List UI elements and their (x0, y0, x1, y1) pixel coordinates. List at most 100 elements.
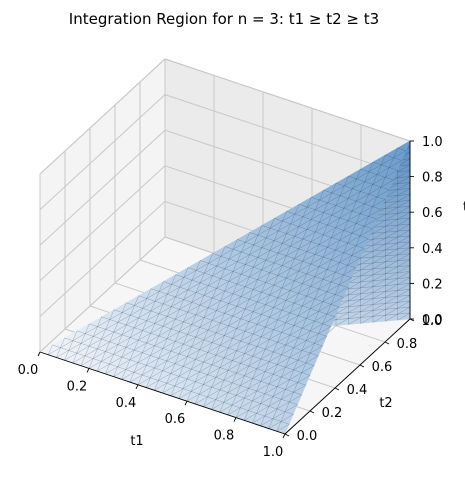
mesh-line (274, 218, 365, 249)
x-tick-label: 0.4 (116, 396, 137, 411)
mesh-line (276, 424, 290, 432)
mesh-line (276, 147, 398, 432)
mesh-line (260, 162, 374, 426)
z-axis-label: t3 (463, 200, 465, 215)
mesh-line (203, 211, 287, 407)
mesh-line (121, 281, 164, 380)
mesh-line (397, 147, 406, 151)
mesh-line (97, 209, 381, 372)
y-tick-label: 0.8 (397, 337, 418, 352)
axes-lines (39, 141, 411, 435)
mesh-line (150, 288, 323, 347)
mesh-line (227, 365, 315, 416)
mesh-line (224, 246, 348, 288)
x-tick-label: 0.8 (214, 429, 235, 444)
y-tick-mark (359, 364, 365, 368)
mesh-line (244, 385, 306, 421)
mesh-line (162, 246, 226, 394)
mesh-line (235, 183, 337, 418)
mesh-line (252, 169, 361, 424)
mesh-line (80, 316, 102, 366)
y-axis-label: t2 (379, 396, 392, 411)
x-axis-line (39, 351, 286, 435)
mesh-line (211, 204, 300, 410)
mesh-line (146, 260, 201, 388)
z-tick-label: 0.4 (422, 242, 443, 257)
mesh-line (129, 248, 365, 383)
x-tick-label: 1.0 (263, 445, 284, 460)
mesh-line (52, 344, 290, 425)
mesh-line (249, 232, 356, 269)
y-tick-label: 1.0 (422, 314, 443, 329)
x-tick-label: 0.6 (165, 412, 186, 427)
mesh-line (178, 232, 250, 399)
surface-2 (39, 140, 411, 435)
mesh-line (211, 345, 323, 410)
mesh-line (113, 228, 373, 377)
axis-titles: t1 t2 t3 (130, 200, 465, 449)
mesh-line (186, 225, 263, 402)
chart-title: Integration Region for n = 3: t1 ≥ t2 ≥ … (69, 10, 379, 28)
x-tick-mark (135, 384, 139, 390)
mesh-line (195, 218, 275, 405)
z-tick-label: 0.2 (422, 277, 443, 292)
x-tick-label: 0.0 (18, 363, 39, 378)
x-tick-label: 0.2 (67, 379, 88, 394)
tick-labels: 0.00.20.40.60.81.00.00.20.40.60.81.00.00… (18, 135, 443, 460)
y-tick-label: 0.0 (297, 429, 318, 444)
mesh-line (88, 309, 115, 369)
mesh-line (397, 312, 411, 321)
mesh-line (64, 330, 78, 361)
z-tick-label: 0.0 (422, 313, 443, 328)
z-tick-label: 0.6 (422, 206, 443, 221)
gridline-z (39, 129, 411, 246)
y-tick-mark (309, 410, 315, 414)
mesh-line (268, 154, 386, 429)
mesh-line (195, 326, 331, 405)
y-tick-mark (334, 387, 340, 391)
mesh-line (372, 301, 411, 323)
chart-plot-area: 0.00.20.40.60.81.00.00.20.40.60.81.00.00… (18, 58, 465, 460)
y-tick-label: 0.4 (347, 383, 368, 398)
mesh-line (48, 344, 53, 355)
mesh-line (323, 190, 381, 210)
x-tick-mark (184, 400, 188, 406)
mesh-line (113, 288, 152, 377)
mesh-line (105, 295, 139, 374)
mesh-line (298, 204, 373, 230)
mesh-line (348, 289, 411, 325)
mesh-line (129, 274, 176, 383)
left-pane (40, 59, 165, 352)
mesh-line (80, 189, 390, 366)
x-axis-label: t1 (130, 434, 143, 449)
x-tick-mark (86, 368, 90, 373)
x-tick-mark (233, 417, 237, 422)
y-axis-line (284, 318, 411, 435)
mesh-line (227, 190, 324, 415)
mesh-line (137, 267, 189, 385)
z-tick-label: 1.0 (422, 135, 443, 150)
mesh-line (97, 302, 127, 372)
mesh-line (200, 260, 340, 308)
mesh-line (162, 287, 348, 394)
mesh-line (323, 277, 411, 327)
x-tick-mark (37, 351, 41, 357)
mesh-line (64, 170, 398, 361)
mesh-line (244, 176, 349, 421)
mesh-line (372, 161, 398, 171)
y-tick-label: 0.6 (372, 360, 393, 375)
y-tick-mark (284, 433, 290, 437)
mesh-line (126, 302, 315, 366)
mesh-line (146, 267, 356, 388)
gridline-z (39, 94, 411, 210)
x-tick-mark (282, 433, 286, 439)
y-tick-label: 0.2 (322, 406, 343, 421)
mesh-line (170, 239, 238, 396)
mesh-line (260, 404, 298, 426)
mesh-line (178, 306, 340, 399)
mesh-line (72, 323, 90, 364)
y-tick-mark (384, 341, 390, 345)
mesh-line (154, 253, 213, 391)
mesh-line (175, 274, 331, 327)
